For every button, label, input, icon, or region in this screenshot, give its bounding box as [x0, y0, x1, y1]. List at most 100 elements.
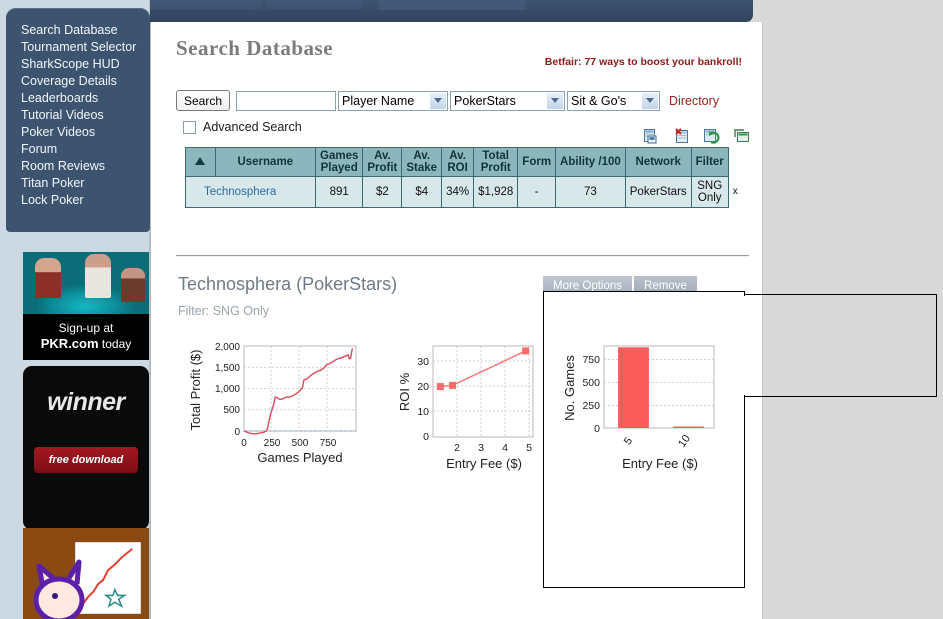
game-type-value: Sit & Go's: [571, 93, 627, 108]
col-ability[interactable]: Ability /100: [555, 147, 626, 177]
cell-filter: SNG Only: [690, 176, 729, 208]
sidebar-item-forum[interactable]: Forum: [21, 142, 58, 156]
navigation-list: Search Database Tournament Selector SharkS…: [6, 22, 150, 209]
chart1-x-ticks: 0 250 500 750: [241, 438, 337, 449]
svg-text:0: 0: [423, 431, 429, 443]
svg-text:10: 10: [417, 406, 429, 418]
chart3-y-ticks: 750 500 250 0: [582, 354, 600, 435]
search-type-select[interactable]: Player Name: [338, 90, 449, 111]
chart3-plot-area: [603, 345, 715, 429]
export-spreadsheet-icon[interactable]: [644, 128, 660, 144]
sidebar-item-coverage-details[interactable]: Coverage Details: [21, 74, 117, 88]
svg-text:250: 250: [582, 400, 600, 412]
ad-winner[interactable]: winner free download: [23, 366, 149, 530]
svg-text:500: 500: [582, 377, 600, 389]
chart-roi: 30 20 10 0 2 3 4 5 Entry Fee ($) ROI %: [396, 340, 546, 485]
ad-pkr-brand: PKR.com: [40, 336, 99, 351]
page-title: Search Database: [176, 36, 334, 60]
col-games-played[interactable]: Games Played: [314, 147, 364, 177]
sort-column-header[interactable]: [185, 147, 216, 177]
col-av-roi[interactable]: Av. ROI: [441, 147, 475, 177]
chart-no-games: 750 500 250 0 5 10 Entry Fee ($) No. Gam…: [560, 340, 740, 485]
advanced-search-checkbox[interactable]: [183, 120, 196, 134]
ad-donkey[interactable]: [23, 528, 149, 619]
chart3-x-axis-label: Entry Fee ($): [622, 456, 698, 471]
directory-link[interactable]: Directory: [669, 93, 720, 108]
promo-text: Betfair: 77 ways to boost your bankroll!: [544, 56, 742, 68]
col-total-profit[interactable]: Total Profit: [473, 147, 519, 177]
game-type-select[interactable]: Sit & Go's: [567, 90, 661, 111]
svg-text:2: 2: [454, 442, 460, 454]
cell-av-roi: 34%: [441, 176, 475, 208]
table-row[interactable]: Technosphera 891 $2 $4 34% $1,928 - 73 P…: [185, 176, 742, 208]
svg-text:0: 0: [594, 423, 600, 435]
sidebar-item-room-reviews[interactable]: Room Reviews: [21, 159, 106, 173]
ad-winner-download-button[interactable]: free download: [34, 447, 138, 473]
chart1-y-axis-label: Total Profit ($): [188, 350, 203, 431]
search-button[interactable]: Search: [176, 90, 231, 111]
advanced-search-row: Advanced Search: [183, 120, 302, 134]
sidebar-item-tutorial-videos[interactable]: Tutorial Videos: [21, 108, 104, 122]
chart3-bars: [618, 347, 704, 428]
cell-username[interactable]: Technosphera: [185, 176, 316, 208]
chart2-series-markers: [436, 347, 530, 391]
chart-total-profit: 2,000 1,500 1,000 500 0 0 250 500 750 Ga…: [186, 340, 371, 485]
cell-total-profit: $1,928: [473, 176, 519, 208]
sidebar-item-poker-videos[interactable]: Poker Videos: [21, 125, 96, 139]
tab-remove[interactable]: Remove: [634, 276, 697, 295]
chart2-gridlines: [433, 346, 533, 437]
tab-more-options[interactable]: More Options: [543, 276, 635, 295]
advanced-search-label: Advanced Search: [203, 120, 302, 134]
sidebar-item-leaderboards[interactable]: Leaderboards: [21, 91, 99, 105]
popup-panel: [543, 291, 745, 588]
cell-ability: 73: [555, 176, 626, 208]
navigation-panel: Search Database Tournament Selector SharkS…: [6, 8, 150, 232]
chart-roi-svg: 30 20 10 0 2 3 4 5 Entry Fee ($) ROI %: [397, 345, 534, 471]
export-window-icon[interactable]: [734, 128, 750, 144]
sidebar-item-sharkscope-hud[interactable]: SharkScope HUD: [21, 57, 120, 71]
player-panel-title: Technosphera (PokerStars): [178, 274, 398, 294]
cell-av-stake: $4: [401, 176, 443, 208]
chevron-down-icon[interactable]: [642, 92, 659, 109]
chevron-down-icon[interactable]: [547, 92, 564, 109]
sidebar-item-search-database[interactable]: Search Database: [21, 23, 118, 37]
search-input[interactable]: [236, 90, 337, 111]
cell-form: -: [517, 176, 557, 208]
col-form[interactable]: Form: [517, 147, 557, 177]
svg-text:10: 10: [676, 433, 693, 450]
chart2-x-ticks: 2 3 4 5: [454, 442, 532, 454]
svg-text:1,500: 1,500: [215, 363, 240, 374]
ad-pkr-image: [23, 252, 149, 314]
panel-tabs: More Options Remove: [543, 276, 697, 295]
col-network[interactable]: Network: [624, 147, 692, 177]
svg-text:2,000: 2,000: [215, 342, 240, 353]
ad-pkr-line1: Sign-up at: [58, 321, 114, 335]
chart2-y-axis-label: ROI %: [397, 372, 412, 411]
delete-table-icon[interactable]: [674, 128, 690, 144]
network-select[interactable]: PokerStars: [450, 90, 566, 111]
chart3-bar: [673, 426, 704, 428]
remove-row-button[interactable]: x: [732, 186, 738, 197]
sidebar-item-lock-poker[interactable]: Lock Poker: [21, 193, 84, 207]
col-av-stake[interactable]: Av. Stake: [401, 147, 443, 177]
refresh-table-icon[interactable]: [704, 128, 720, 144]
col-filter[interactable]: Filter: [690, 147, 729, 177]
col-username[interactable]: Username: [214, 147, 317, 177]
ad-donkey-chart-image: [75, 542, 141, 614]
chart1-series-line: [243, 348, 354, 435]
sidebar-item-titan-poker[interactable]: Titan Poker: [21, 176, 85, 190]
svg-text:750: 750: [582, 354, 600, 366]
network-value: PokerStars: [454, 93, 516, 108]
page-background-right: [763, 0, 943, 619]
ad-pkr[interactable]: Sign-up at PKR.com today: [23, 252, 149, 360]
chevron-down-icon[interactable]: [430, 92, 447, 109]
svg-text:750: 750: [320, 438, 337, 449]
sidebar-item-tournament-selector[interactable]: Tournament Selector: [21, 40, 137, 54]
chart-no-games-svg: 750 500 250 0 5 10 Entry Fee ($) No. Gam…: [562, 345, 715, 471]
col-av-profit[interactable]: Av. Profit: [362, 147, 403, 177]
chart2-point: [436, 383, 444, 391]
svg-text:0: 0: [241, 438, 247, 449]
chart3-x-ticks: 5 10: [622, 433, 693, 450]
svg-text:0: 0: [234, 427, 240, 438]
